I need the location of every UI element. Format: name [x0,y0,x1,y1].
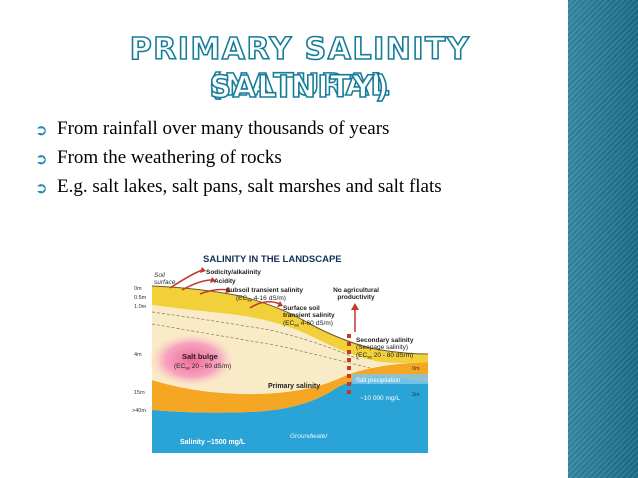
decorative-sidebar [568,0,638,478]
salinity-concentration-label: ~10 000 mg/L [360,395,400,402]
secondary-salinity-label: Secondary salinity [356,337,414,344]
bullet-text: From the weathering of rocks [57,147,282,168]
circled-arrow-icon: ➲ [35,150,48,168]
salt-bulge [147,332,237,388]
salt-precipitation-band [352,374,428,384]
seepage-column [347,334,351,394]
depth-label: >40m [132,408,146,414]
evaporation-arrows [169,269,356,332]
diagram-heading: SALINITY IN THE LANDSCAPE [203,254,342,265]
bullet-text: E.g. salt lakes, salt pans, salt marshes… [57,176,442,197]
depth-label: 1.0m [134,304,147,310]
groundwater-label: Groundwater [290,433,328,440]
no-agriculture-label: No agricultural [333,287,379,294]
depth-label: 0m [134,286,142,292]
sidebar-shade [568,0,638,478]
depth-label: 0.5m [134,295,147,301]
soil-label: Soil [154,272,165,279]
bullet-item: ➲ From rainfall over many thousands of y… [35,118,545,140]
bulge-ec-label: (ECse 20 - 60 dS/m) [174,363,231,371]
bullet-list: ➲ From rainfall over many thousands of y… [35,118,545,205]
secondary-ec-label: (ECse 20 - 80 dS/m) [356,352,413,360]
depth-label: 4m [134,352,142,358]
no-agriculture-label: productivity [337,294,375,301]
surface-label: surface [154,279,176,286]
circled-arrow-icon: ➲ [35,121,48,139]
bullet-item: ➲ E.g. salt lakes, salt pans, salt marsh… [35,176,545,198]
surface-salinity-label: transient salinity [283,312,335,319]
topsoil-layer [152,286,428,363]
salt-precipitation-label: Salt precipitation [356,378,400,384]
circled-arrow-icon: ➲ [35,179,48,197]
bullet-text: From rainfall over many thousands of yea… [57,118,390,139]
groundwater-salinity-label: Salinity ~1500 mg/L [180,439,246,446]
slide-title-line-1: Primary Salinity (Natural [129,31,471,104]
subsoil-ec-label: (ECse 4-16 dS/m) [236,295,286,303]
sodicity-label: Sodicity/alkalinity [206,269,261,276]
depth-label: 15m [134,390,145,396]
slide-title-line-2: Salinity) [209,69,391,106]
seepage-salinity-label: (Seepage salinity) [356,344,408,351]
surface-ec-label: (ECse 4-60 dS/m) [283,320,333,328]
surface-salinity-label: Surface soil [283,305,320,312]
acidity-label: Acidity [214,278,236,285]
primary-salinity-label: Primary salinity [268,383,320,390]
bullet-item: ➲ From the weathering of rocks [35,147,545,169]
groundwater-layer [152,376,428,453]
subsoil-salinity-label: Subsoil transient salinity [226,287,303,294]
salt-bulge-label: Salt bulge [182,352,218,361]
right-depth-label: 0m [412,366,420,372]
right-depth-label: 2m [412,392,420,398]
salinity-landscape-diagram: SALINITY IN THE LANDSCAPE Soil surface 0… [130,250,430,455]
